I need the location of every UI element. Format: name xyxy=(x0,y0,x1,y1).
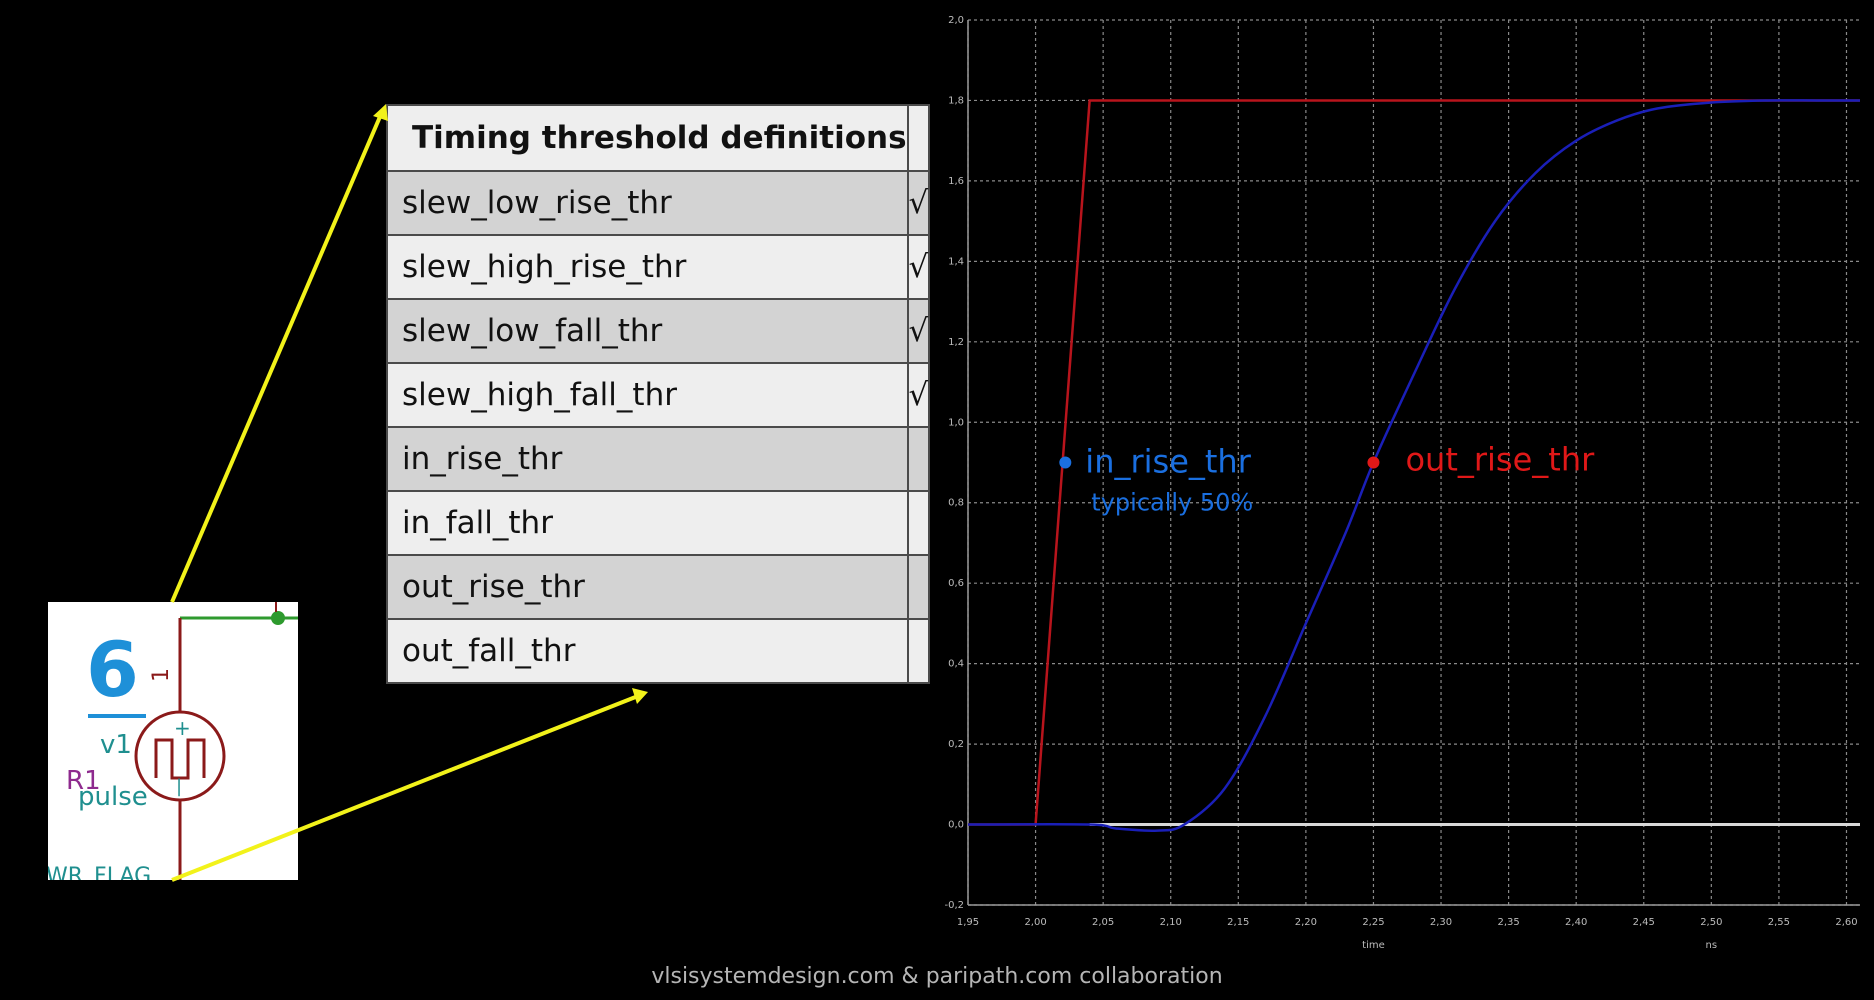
y-tick-label: 0,8 xyxy=(948,498,964,509)
arrow-right-head xyxy=(632,688,648,704)
output-waveform-line xyxy=(967,99,1860,832)
in-rise-thr-note: typically 50% xyxy=(1091,489,1253,517)
schematic-junction-dot xyxy=(271,611,285,625)
threshold-name: slew_high_fall_thr xyxy=(386,362,909,428)
x-tick-label: 2,40 xyxy=(1565,917,1587,928)
threshold-check xyxy=(906,490,931,556)
y-tick-label: 1,0 xyxy=(948,417,964,428)
node-number-underline xyxy=(88,714,146,718)
y-tick-label: 0,0 xyxy=(948,820,964,831)
x-axis-unit: ns xyxy=(1706,940,1718,951)
polarity-minus: | xyxy=(176,776,182,797)
threshold-check xyxy=(906,618,931,684)
threshold-name: out_rise_thr xyxy=(386,554,909,620)
pulse-waveform-icon xyxy=(154,738,206,780)
threshold-name: out_fall_thr xyxy=(386,618,909,684)
x-tick-label: 2,05 xyxy=(1092,917,1114,928)
threshold-check xyxy=(906,426,931,492)
table-row: in_rise_thr xyxy=(386,426,931,492)
y-tick-label: 2,0 xyxy=(948,15,964,26)
in-rise-thr-label: in_rise_thr xyxy=(1085,443,1251,481)
table-row: out_rise_thr xyxy=(386,554,931,620)
x-tick-label: 2,45 xyxy=(1633,917,1655,928)
table-row: slew_high_fall_thr √ xyxy=(386,362,931,428)
out-rise-thr-dot xyxy=(1367,456,1380,469)
threshold-check: √ xyxy=(906,362,931,428)
table-header-row: Timing threshold definitions xyxy=(386,104,931,172)
table-row: out_fall_thr xyxy=(386,618,931,684)
threshold-name: slew_low_rise_thr xyxy=(386,170,909,236)
schematic-node-number: 6 xyxy=(86,625,139,714)
threshold-table: Timing threshold definitions slew_low_ri… xyxy=(386,104,931,684)
table-row: in_fall_thr xyxy=(386,490,931,556)
chart-annotations: in_rise_thr typically 50% out_rise_thr xyxy=(1059,441,1595,517)
table-row: slew_high_rise_thr √ xyxy=(386,234,931,300)
chart-grid xyxy=(967,19,1860,906)
threshold-check xyxy=(906,554,931,620)
x-tick-label: 2,60 xyxy=(1835,917,1857,928)
x-tick-label: 2,35 xyxy=(1497,917,1519,928)
table-header: Timing threshold definitions xyxy=(386,104,909,172)
arrow-up-line xyxy=(170,111,384,603)
x-tick-label: 2,00 xyxy=(1024,917,1046,928)
x-tick-label: 2,25 xyxy=(1362,917,1384,928)
threshold-check: √ xyxy=(906,234,931,300)
y-tick-label: 0,4 xyxy=(948,659,964,670)
x-axis-label: time xyxy=(1362,940,1385,951)
waveform-chart: 1,95 2,00 2,05 2,10 2,15 2,20 2,25 2,30 2,35 2,40… xyxy=(944,15,1860,951)
threshold-name: in_fall_thr xyxy=(386,490,909,556)
in-rise-thr-dot xyxy=(1059,456,1072,469)
y-tick-label: 1,2 xyxy=(948,337,964,348)
out-rise-thr-label: out_rise_thr xyxy=(1405,441,1595,479)
threshold-check: √ xyxy=(906,170,931,236)
table-header-check xyxy=(906,104,931,172)
x-tick-label: 2,15 xyxy=(1227,917,1249,928)
y-tick-label: 1,8 xyxy=(948,95,964,106)
y-tick-label: -0,2 xyxy=(944,900,964,911)
y-tick-label: 0,6 xyxy=(948,578,964,589)
table-row: slew_low_fall_thr √ xyxy=(386,298,931,364)
x-tick-label: 1,95 xyxy=(957,917,979,928)
footer-credit: vlsisystemdesign.com & paripath.com coll… xyxy=(651,964,1223,989)
x-tick-label: 2,30 xyxy=(1430,917,1452,928)
y-tick-label: 0,2 xyxy=(948,739,964,750)
chart-ticks: 1,95 2,00 2,05 2,10 2,15 2,20 2,25 2,30 2,35 2,40… xyxy=(944,15,1857,928)
x-tick-label: 2,20 xyxy=(1295,917,1317,928)
x-tick-label: 2,10 xyxy=(1160,917,1182,928)
source-name-label: v1 xyxy=(100,730,132,760)
x-tick-label: 2,55 xyxy=(1768,917,1790,928)
threshold-check: √ xyxy=(906,298,931,364)
table-row: slew_low_rise_thr √ xyxy=(386,170,931,236)
pin-number-label: 1 xyxy=(149,668,174,682)
y-tick-label: 1,4 xyxy=(948,256,964,267)
polarity-plus: + xyxy=(174,716,191,740)
flag-label: WR_FLAG xyxy=(48,864,152,880)
threshold-name: in_rise_thr xyxy=(386,426,909,492)
source-type-label: pulse xyxy=(78,782,148,812)
y-tick-label: 1,6 xyxy=(948,176,964,187)
x-tick-label: 2,50 xyxy=(1700,917,1722,928)
resistor-label: R1 xyxy=(66,766,101,796)
threshold-name: slew_high_rise_thr xyxy=(386,234,909,300)
schematic-snippet: 1 + | 6 v1 R1 pulse WR_FLAG xyxy=(48,602,298,880)
threshold-name: slew_low_fall_thr xyxy=(386,298,909,364)
